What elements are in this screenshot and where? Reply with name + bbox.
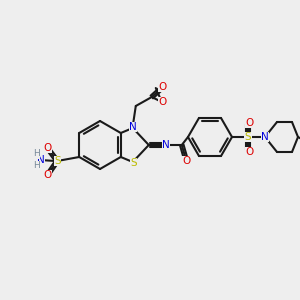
Text: S: S — [54, 156, 61, 166]
Text: O: O — [43, 143, 51, 153]
Text: O: O — [43, 170, 51, 180]
Text: H: H — [33, 149, 40, 158]
Text: O: O — [245, 118, 253, 128]
Text: N: N — [162, 140, 170, 150]
Text: S: S — [130, 158, 137, 168]
Text: O: O — [245, 147, 253, 157]
Text: S: S — [245, 132, 251, 142]
Text: O: O — [159, 97, 167, 107]
Text: O: O — [159, 82, 167, 92]
Text: H: H — [33, 161, 40, 170]
Text: N: N — [261, 132, 269, 142]
Text: N: N — [129, 122, 137, 132]
Text: O: O — [183, 156, 191, 166]
Text: N: N — [37, 155, 45, 165]
